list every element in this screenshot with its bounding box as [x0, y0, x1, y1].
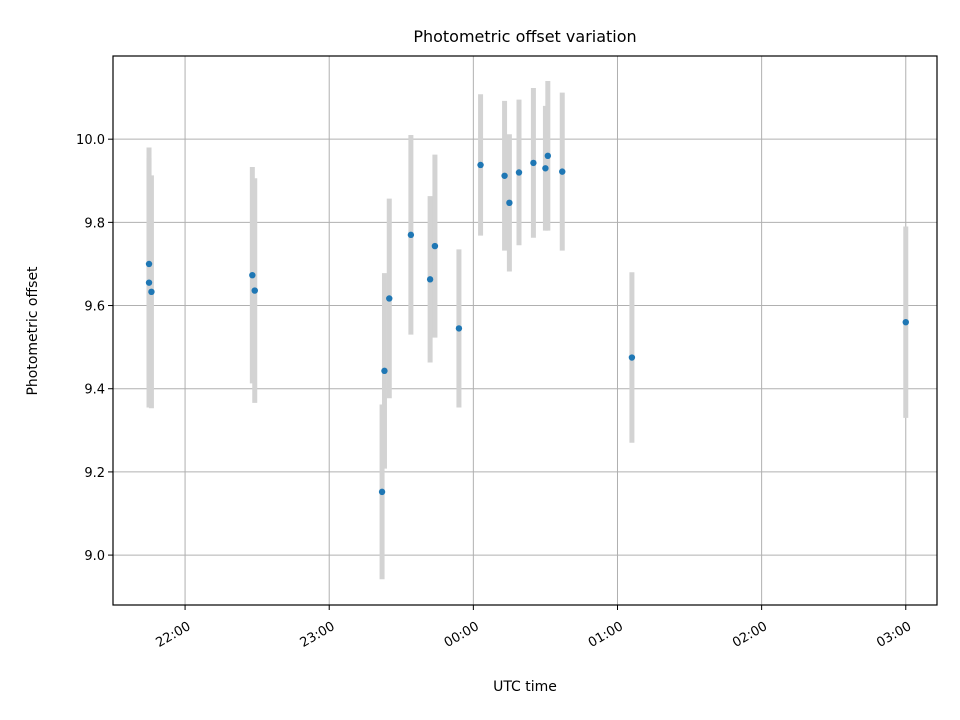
data-point — [902, 318, 909, 326]
data-point — [506, 199, 513, 207]
y-tick-label: 9.6 — [84, 300, 105, 315]
data-point — [628, 354, 636, 361]
y-axis-label: Photometric offset — [25, 266, 41, 396]
y-tick-label: 9.2 — [84, 466, 105, 481]
data-point — [407, 231, 415, 239]
data-point — [559, 168, 566, 175]
data-point — [501, 172, 508, 179]
plot-frame — [112, 55, 938, 606]
data-point — [515, 169, 523, 176]
grid — [113, 56, 937, 605]
y-tick-label: 9.0 — [84, 549, 105, 564]
data-point — [378, 488, 386, 496]
data-point — [251, 287, 258, 294]
data-point — [455, 325, 463, 332]
data-points — [145, 152, 909, 496]
data-point — [381, 367, 388, 375]
data-point — [249, 271, 256, 279]
data-point — [431, 242, 439, 250]
y-tick-label: 9.8 — [84, 216, 105, 231]
data-point — [426, 276, 434, 283]
data-point — [145, 279, 153, 286]
data-point — [148, 288, 155, 296]
y-tick-label: 9.4 — [84, 383, 105, 398]
data-point — [530, 159, 537, 167]
data-point — [145, 260, 153, 268]
data-point — [544, 152, 552, 160]
data-point — [386, 295, 393, 302]
y-axis: 9.0 9.2 9.4 9.6 9.8 10.0 — [76, 133, 113, 564]
chart-title: Photometric offset variation — [413, 27, 636, 46]
data-point — [542, 165, 549, 172]
x-axis-label: UTC time — [493, 679, 557, 695]
y-tick-label: 10.0 — [76, 133, 105, 148]
data-point — [477, 161, 484, 169]
